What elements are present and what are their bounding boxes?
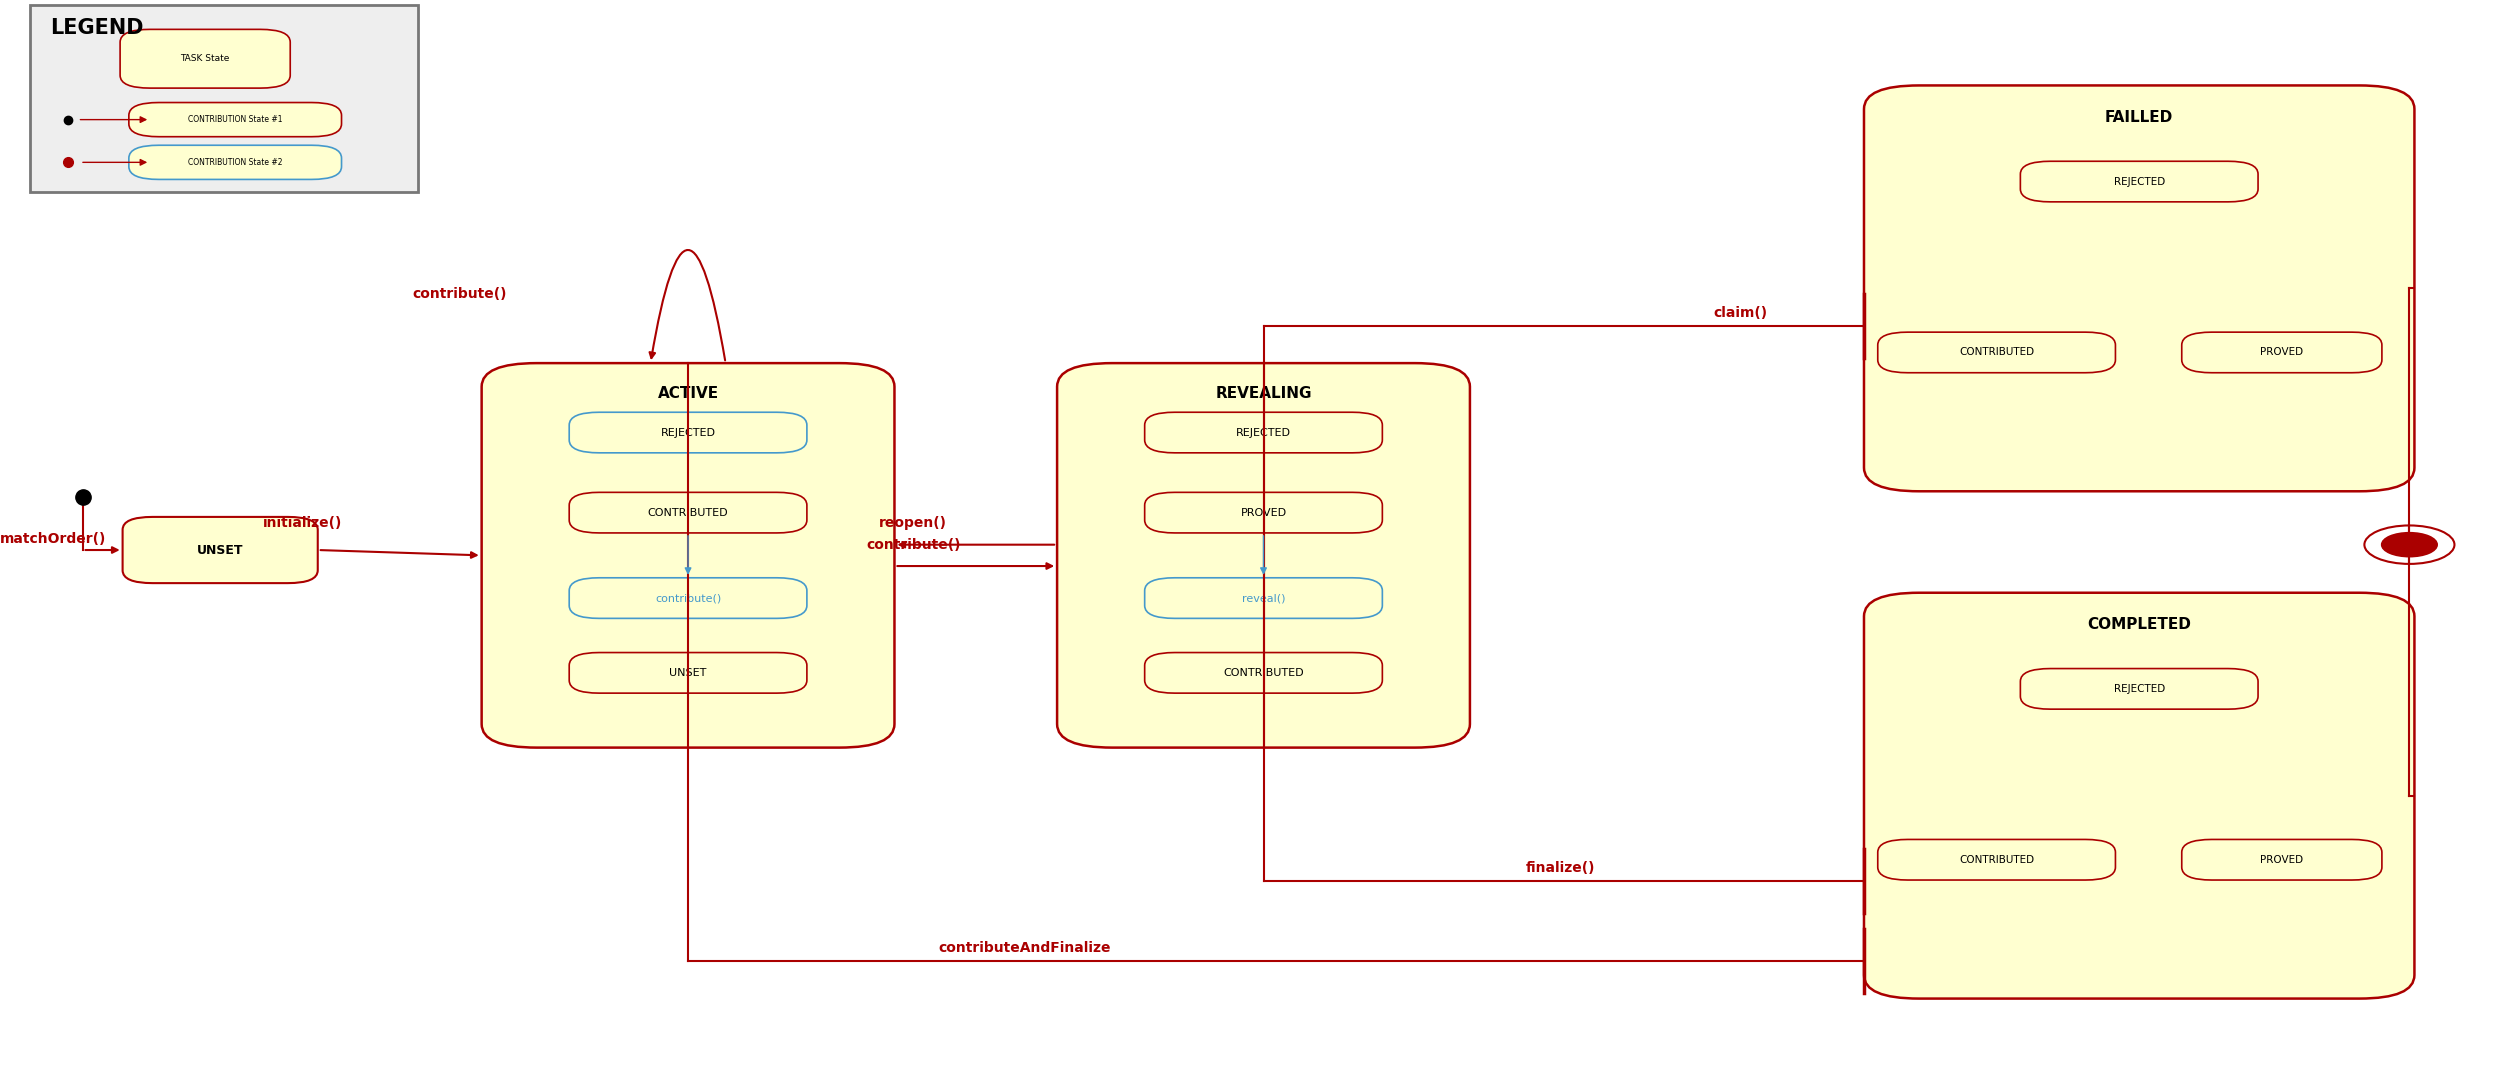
Text: claim(): claim() <box>1714 305 1769 320</box>
Text: REJECTED: REJECTED <box>2114 176 2164 187</box>
Circle shape <box>2382 533 2437 556</box>
FancyBboxPatch shape <box>30 5 418 192</box>
FancyBboxPatch shape <box>2182 332 2382 373</box>
FancyBboxPatch shape <box>1864 85 2414 491</box>
FancyBboxPatch shape <box>1143 492 1381 533</box>
Text: UNSET: UNSET <box>671 668 706 678</box>
FancyBboxPatch shape <box>570 492 806 533</box>
FancyBboxPatch shape <box>1864 593 2414 999</box>
Text: CONTRIBUTED: CONTRIBUTED <box>1959 347 2034 358</box>
Text: PROVED: PROVED <box>1241 507 1286 518</box>
Text: CONTRIBUTION State #1: CONTRIBUTION State #1 <box>188 115 283 124</box>
FancyBboxPatch shape <box>570 653 806 693</box>
Text: reveal(): reveal() <box>1241 593 1286 603</box>
Text: PROVED: PROVED <box>2259 854 2304 865</box>
Text: REVEALING: REVEALING <box>1216 386 1311 400</box>
FancyBboxPatch shape <box>1143 412 1381 453</box>
Text: reopen(): reopen() <box>878 516 948 531</box>
Text: REJECTED: REJECTED <box>661 427 716 438</box>
FancyBboxPatch shape <box>123 517 318 583</box>
FancyBboxPatch shape <box>1876 332 2114 373</box>
Text: COMPLETED: COMPLETED <box>2087 617 2192 632</box>
Text: initialize(): initialize() <box>263 516 343 531</box>
Text: LEGEND: LEGEND <box>50 18 143 38</box>
FancyBboxPatch shape <box>480 363 896 748</box>
Text: finalize(): finalize() <box>1526 861 1596 876</box>
FancyBboxPatch shape <box>2022 669 2257 709</box>
Text: REJECTED: REJECTED <box>1236 427 1291 438</box>
Text: ACTIVE: ACTIVE <box>658 386 718 400</box>
Text: CONTRIBUTION State #2: CONTRIBUTION State #2 <box>188 158 283 167</box>
Text: contribute(): contribute() <box>866 537 961 552</box>
Text: TASK State: TASK State <box>180 54 230 63</box>
Text: contribute(): contribute() <box>413 286 508 301</box>
Text: contribute(): contribute() <box>656 593 721 603</box>
FancyBboxPatch shape <box>1143 653 1381 693</box>
FancyBboxPatch shape <box>1056 363 1471 748</box>
FancyBboxPatch shape <box>1143 578 1381 618</box>
FancyBboxPatch shape <box>1876 839 2114 880</box>
Text: PROVED: PROVED <box>2259 347 2304 358</box>
FancyBboxPatch shape <box>128 103 340 137</box>
FancyBboxPatch shape <box>120 29 290 89</box>
FancyBboxPatch shape <box>128 145 340 179</box>
Text: REJECTED: REJECTED <box>2114 684 2164 694</box>
Text: matchOrder(): matchOrder() <box>0 532 108 547</box>
Text: FAILLED: FAILLED <box>2104 110 2174 125</box>
Text: UNSET: UNSET <box>198 544 243 556</box>
Text: CONTRIBUTED: CONTRIBUTED <box>1223 668 1304 678</box>
FancyBboxPatch shape <box>570 412 806 453</box>
FancyBboxPatch shape <box>2182 839 2382 880</box>
Text: contributeAndFinalize: contributeAndFinalize <box>938 941 1111 956</box>
FancyBboxPatch shape <box>570 578 806 618</box>
Text: CONTRIBUTED: CONTRIBUTED <box>1959 854 2034 865</box>
FancyBboxPatch shape <box>2022 161 2257 202</box>
Text: CONTRIBUTED: CONTRIBUTED <box>648 507 728 518</box>
